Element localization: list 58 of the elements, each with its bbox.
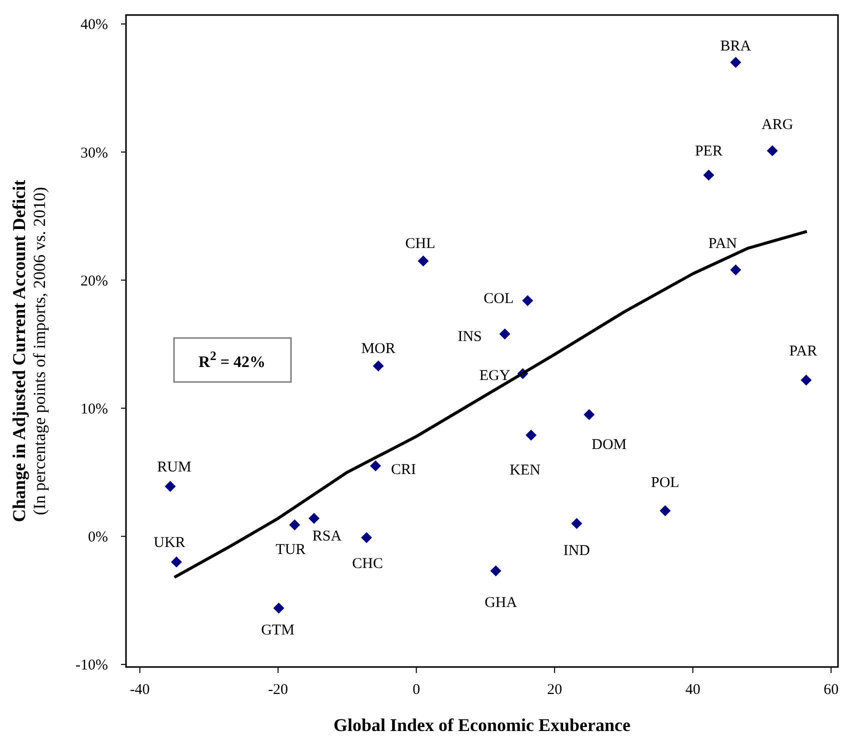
y-tick-label: 40% <box>80 17 108 34</box>
point <box>308 512 320 524</box>
annotation: CHL <box>405 236 436 252</box>
annotation: R$^{2}$ = 42% <box>198 349 266 371</box>
x-tick-label: -20 <box>268 682 288 698</box>
point <box>522 295 534 306</box>
point <box>800 374 812 386</box>
y-axis-title: Change in Adjusted Current Account Deficit (In percentage points of imports, 2006 vs. 2010) <box>9 180 49 522</box>
point <box>766 145 778 156</box>
annotation: DOM <box>592 436 627 453</box>
point <box>703 170 714 181</box>
annotation: KEN <box>510 462 541 478</box>
annotation: PER <box>694 143 722 160</box>
y-tick-label: 30% <box>80 145 108 162</box>
annotation: RSA <box>312 528 342 545</box>
annotation: EGY <box>479 368 510 384</box>
y-tick-label: 20% <box>80 273 108 290</box>
annotation: IND <box>563 542 590 559</box>
point <box>289 519 300 530</box>
point <box>660 505 671 516</box>
y-tick-label: 10% <box>80 402 108 418</box>
annotation: MOR <box>361 341 396 358</box>
point <box>490 565 502 576</box>
x-tick-label: 60 <box>824 682 839 698</box>
x-tick-label: 40 <box>685 682 700 698</box>
annotation: PAR <box>789 343 818 360</box>
point <box>170 556 182 568</box>
annotation: CRI <box>391 462 416 478</box>
point <box>164 480 176 492</box>
point <box>499 328 510 340</box>
annotation: INS <box>458 329 482 346</box>
point <box>372 360 384 372</box>
point <box>418 255 429 266</box>
y-tick-label: 0% <box>88 530 108 546</box>
annotation: GTM <box>261 622 294 638</box>
x-axis-title: Global Index of Economic Exuberance <box>333 715 631 735</box>
annotation: COL <box>484 290 514 307</box>
point <box>730 56 742 68</box>
annotation: TUR <box>276 542 306 558</box>
point <box>370 460 382 472</box>
y-tick-label: -10% <box>76 658 108 674</box>
annotation: ARG <box>761 117 794 134</box>
annotation: UKR <box>154 535 186 552</box>
point <box>730 264 742 276</box>
annotation: GHA <box>484 595 518 612</box>
annotation: PAN <box>708 236 738 252</box>
annotation: CHC <box>352 556 383 572</box>
point <box>571 518 582 530</box>
point <box>526 430 537 441</box>
annotation: BRA <box>720 38 752 55</box>
point <box>361 532 372 544</box>
point <box>584 409 595 420</box>
x-tick-label: 0 <box>412 682 420 698</box>
x-tick-label: -40 <box>130 682 150 698</box>
x-tick-label: 20 <box>547 682 562 698</box>
annotation: POL <box>651 474 680 491</box>
point <box>273 602 284 614</box>
annotation: RUM <box>157 460 192 476</box>
